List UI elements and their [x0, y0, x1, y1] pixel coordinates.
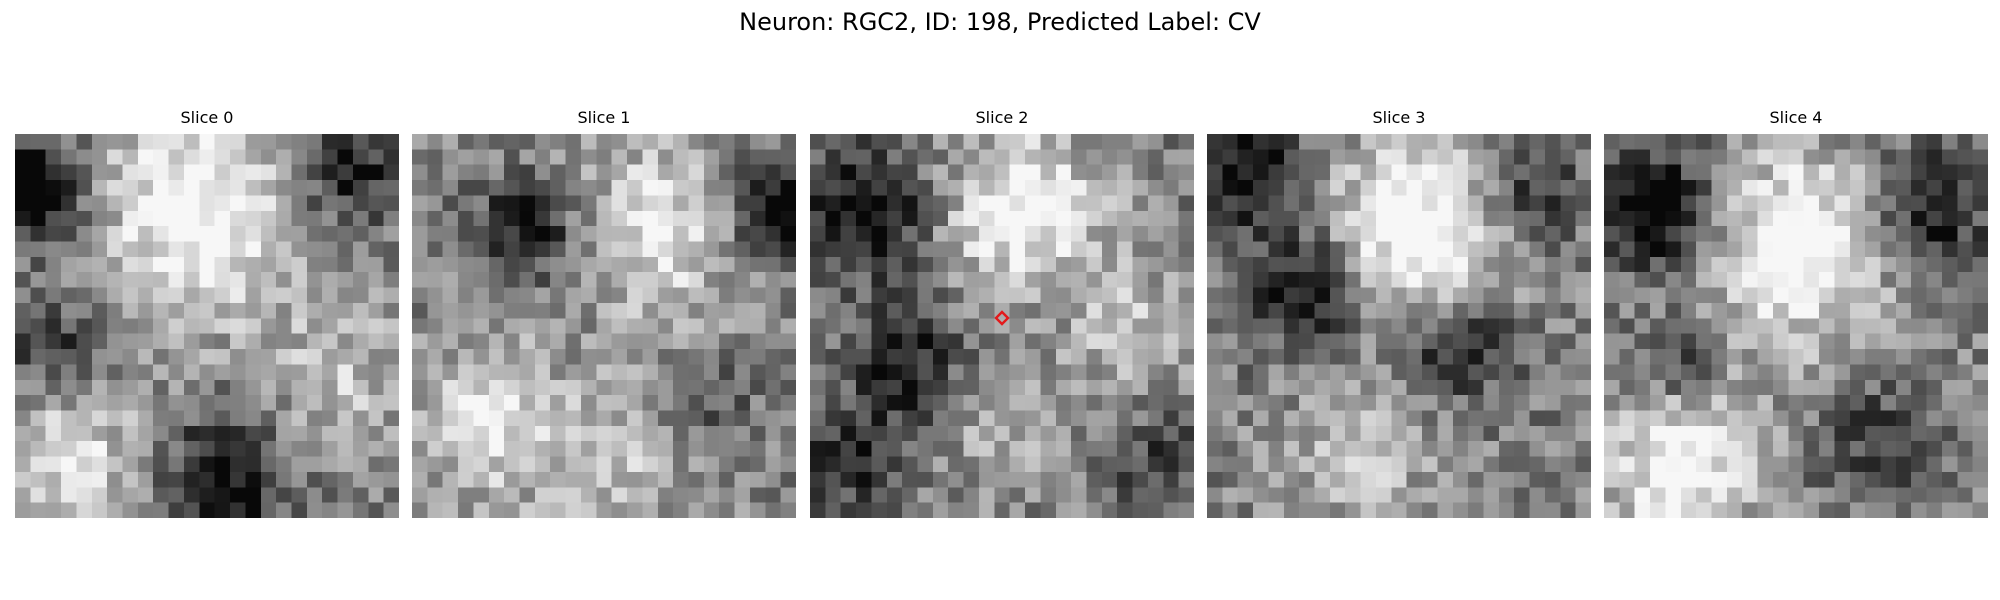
slice-0-image	[15, 134, 399, 518]
slice-1-title: Slice 1	[577, 108, 631, 127]
slice-2-title: Slice 2	[975, 108, 1029, 127]
center-marker-shape	[994, 310, 1010, 326]
center-marker-icon	[994, 310, 1010, 326]
slice-1-image	[412, 134, 796, 518]
figure-title: Neuron: RGC2, ID: 198, Predicted Label: …	[739, 8, 1261, 36]
slice-4-title: Slice 4	[1769, 108, 1823, 127]
slice-3-image	[1207, 134, 1591, 518]
slice-3-title: Slice 3	[1372, 108, 1426, 127]
slice-0-title: Slice 0	[180, 108, 234, 127]
slice-4-image	[1604, 134, 1988, 518]
slice-2-image	[810, 134, 1194, 518]
